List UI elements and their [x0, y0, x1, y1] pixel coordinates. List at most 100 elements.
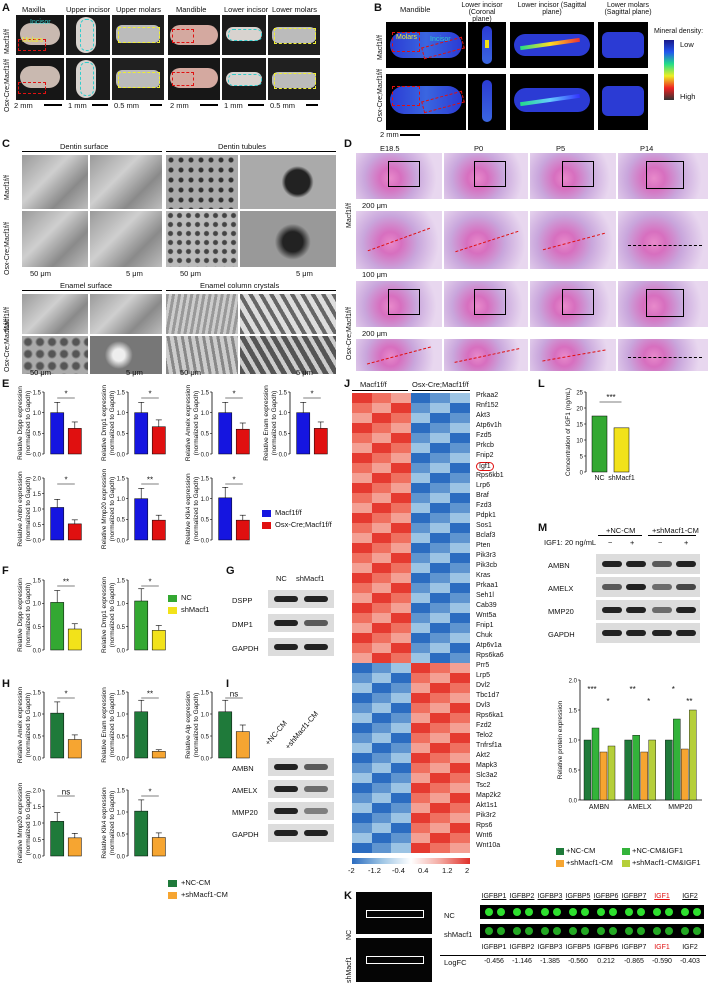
d-p14-wt-low	[618, 153, 708, 199]
heatmap-cell	[371, 393, 392, 404]
heatmap-cell	[430, 513, 450, 524]
heatmap-cell	[352, 423, 372, 434]
m-row-ambn: AMBN	[548, 561, 570, 570]
heatmap-cell	[410, 613, 431, 624]
heatmap-cell	[410, 693, 431, 704]
m-sign: −	[608, 538, 613, 547]
heatmap-cell	[391, 583, 411, 594]
m-bar	[624, 739, 632, 801]
heatmap-cell	[450, 813, 470, 824]
heatmap-cell	[450, 613, 470, 624]
heatmap-cell	[371, 463, 392, 474]
heatmap-cell	[352, 453, 372, 464]
h-chart-2-tick-label: 1.5	[201, 690, 210, 696]
heatmap-cell	[450, 393, 470, 404]
heatmap-cell	[391, 663, 411, 674]
m-bar	[583, 739, 592, 801]
m-legend-swatch	[622, 860, 630, 867]
heatmap-cell	[352, 483, 372, 494]
c-dentin-surface-cko-high	[90, 211, 162, 267]
e-chart-6-ylabel: Relative Klk4 expression	[185, 473, 192, 545]
d-p0-wt-low	[444, 153, 528, 199]
a-lower-molars-wt-image	[268, 15, 320, 55]
heatmap-cell	[352, 533, 372, 544]
l-bar	[591, 415, 608, 473]
m-bar	[673, 718, 681, 801]
heatmap-cell	[410, 583, 431, 594]
c-enamel-crystals-cko-low	[166, 336, 238, 374]
c-scale-label: 5 μm	[126, 368, 143, 377]
heatmap-cell	[430, 833, 450, 844]
m-blot-gapdh	[596, 623, 700, 643]
e-legend-swatch	[262, 510, 271, 517]
f-chart-1-tick-label: 0.0	[117, 648, 126, 654]
heatmap-cell	[430, 763, 450, 774]
k-array-dot	[625, 927, 633, 935]
panel-label-l: L	[538, 378, 545, 390]
heatmap-cell	[371, 613, 392, 624]
heatmap-cell	[410, 433, 431, 444]
gene-label: Wnt10a	[476, 842, 501, 849]
heatmap-cell	[391, 763, 411, 774]
heatmap-cell	[352, 393, 372, 404]
heatmap-cell	[352, 553, 372, 564]
heatmap-cell	[410, 713, 431, 724]
heatmap-cell	[410, 553, 431, 564]
heatmap-cell	[430, 773, 450, 784]
i-row-amelx: AMELX	[232, 786, 258, 795]
heatmap-cell	[371, 543, 392, 554]
k-logfc-value: 0.212	[597, 958, 615, 965]
h-legend-label: +NC-CM	[181, 878, 211, 887]
h-legend-swatch	[168, 880, 177, 887]
b-mandible-cko-image	[386, 74, 466, 130]
i-blot-amelx	[268, 780, 334, 798]
k-header-label: IGFBP1	[481, 944, 507, 951]
d-p14-wt-high	[618, 211, 708, 269]
heatmap-cell	[430, 393, 450, 404]
heatmap-cell	[430, 633, 450, 644]
heatmap-cell	[391, 633, 411, 644]
e-chart-1-sig: *	[148, 390, 151, 399]
heatmap-cell	[371, 683, 392, 694]
heatmap-cell	[410, 393, 431, 404]
heatmap-cell	[371, 583, 392, 594]
heatmap-cell	[371, 403, 392, 414]
l-sig: ***	[606, 393, 615, 402]
k-array-dot	[653, 927, 661, 935]
m-group-sh: +shMacf1-CM	[652, 526, 699, 535]
heatmap-cell	[430, 443, 450, 454]
heatmap-cell	[371, 653, 392, 664]
h-chart-1-ylabel: (normalized to Gapdh)	[109, 693, 116, 758]
j-heatmap	[352, 393, 470, 854]
f-chart-1-ylabel: Relative Dmp1 expression	[101, 577, 108, 653]
f-chart-0-bar	[67, 628, 82, 651]
e-chart-1-tick-label: 1.5	[117, 390, 126, 396]
heatmap-cell	[430, 463, 450, 474]
k-logfc-value: -0.456	[484, 958, 504, 965]
e-chart-6-ylabel: (normalized to Gapdh)	[193, 477, 200, 542]
k-logfc-value: -1.146	[512, 958, 532, 965]
gene-label: Pik3r3	[476, 552, 496, 559]
a-maxilla-wt-image: Incisor Molars	[16, 15, 64, 55]
h-chart-4-ylabel: (normalized to Gapdh)	[109, 791, 116, 856]
heatmap-cell	[352, 613, 372, 624]
heatmap-cell	[430, 683, 450, 694]
e-chart-6-sig: *	[232, 476, 235, 485]
gene-label: Map2k2	[476, 792, 501, 799]
heatmap-cell	[430, 643, 450, 654]
heatmap-cell	[391, 823, 411, 834]
panel-label-d: D	[344, 138, 352, 150]
k-header-label: IGFBP5	[565, 944, 591, 951]
heatmap-cell	[352, 783, 372, 794]
heatmap-cell	[450, 693, 470, 704]
heatmap-cell	[450, 743, 470, 754]
b-incisor-label: Incisor	[430, 36, 451, 43]
heatmap-cell	[391, 593, 411, 604]
e-chart-2-tick-label: 0.5	[201, 432, 210, 438]
heatmap-cell	[410, 733, 431, 744]
a-header-maxilla: Maxilla	[22, 5, 46, 14]
e-chart-6-tick-label: 1.0	[201, 497, 210, 503]
e-chart-1-bar	[134, 412, 149, 455]
gene-label: Sos1	[476, 522, 492, 529]
heatmap-cell	[410, 443, 431, 454]
